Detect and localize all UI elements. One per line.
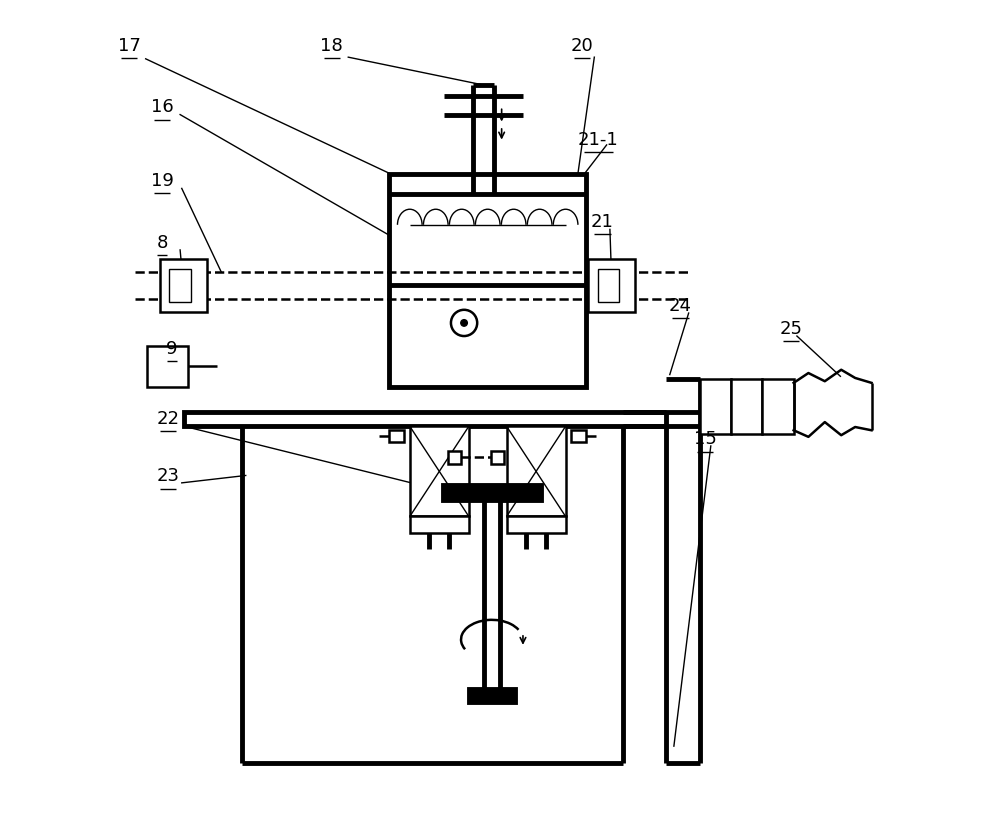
Bar <box>184 412 713 426</box>
Text: 23: 23 <box>156 467 179 486</box>
Bar <box>410 517 469 533</box>
Text: 8: 8 <box>156 234 168 252</box>
Bar <box>469 689 515 702</box>
Bar <box>389 430 404 442</box>
Bar <box>169 269 191 302</box>
Text: 21: 21 <box>591 213 614 231</box>
Text: 19: 19 <box>151 172 174 190</box>
Bar <box>598 269 619 302</box>
Bar <box>571 430 586 442</box>
Bar <box>700 379 731 435</box>
Text: 16: 16 <box>151 98 173 116</box>
Bar <box>588 259 635 312</box>
Text: 21-1: 21-1 <box>578 131 619 149</box>
Text: 24: 24 <box>669 297 692 314</box>
Bar <box>762 379 794 435</box>
Bar <box>147 346 188 387</box>
Bar <box>443 486 541 500</box>
Bar <box>410 426 469 517</box>
Bar <box>507 517 566 533</box>
Text: 25: 25 <box>780 319 803 337</box>
Bar <box>491 451 504 464</box>
Bar <box>507 426 566 517</box>
Bar <box>389 174 586 387</box>
Bar <box>731 379 762 435</box>
Text: 9: 9 <box>166 340 178 358</box>
Text: 17: 17 <box>118 37 141 54</box>
Text: 20: 20 <box>571 37 593 54</box>
Bar <box>160 259 207 312</box>
Text: 22: 22 <box>156 410 179 428</box>
Bar <box>448 451 461 464</box>
Text: 15: 15 <box>694 430 716 449</box>
Text: 18: 18 <box>320 37 343 54</box>
Circle shape <box>461 319 467 326</box>
